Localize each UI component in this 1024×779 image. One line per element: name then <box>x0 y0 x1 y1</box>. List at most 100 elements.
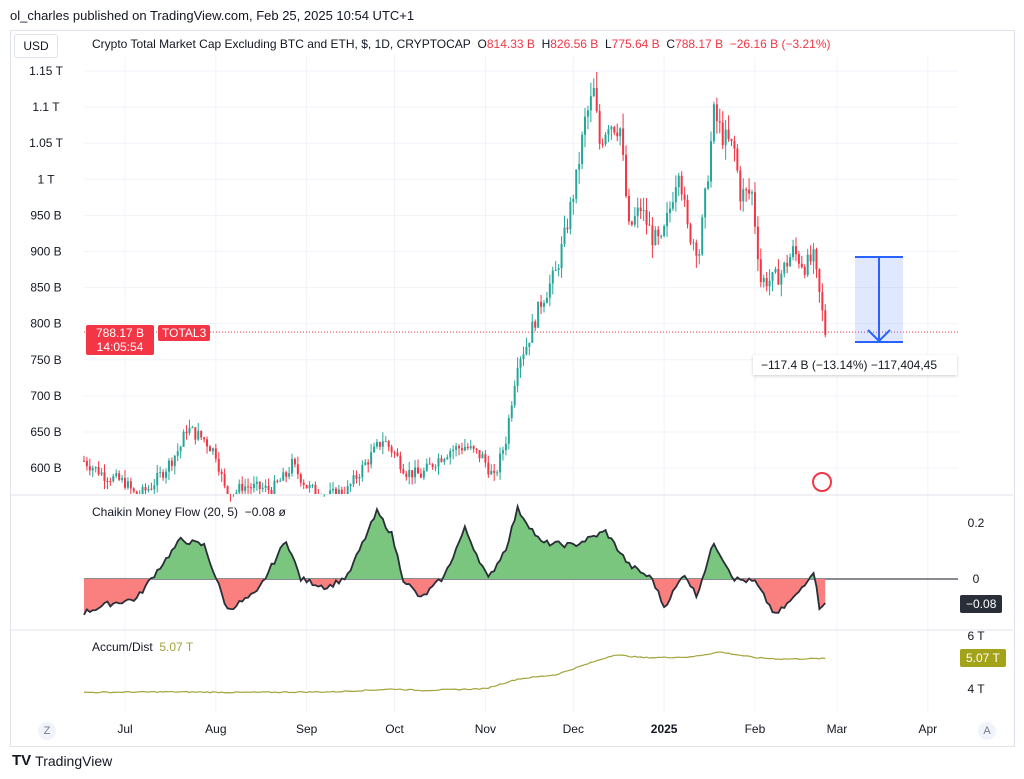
change-value: −26.16 B (−3.21%) <box>729 37 831 51</box>
candle-body <box>226 486 229 494</box>
candle-body <box>680 175 683 195</box>
candle-body <box>100 472 103 475</box>
candle-body <box>293 459 296 465</box>
candle-body <box>299 474 302 483</box>
candle-body <box>531 321 534 343</box>
candle-body <box>604 134 607 144</box>
candle-body <box>399 455 402 470</box>
x-tick-label: Oct <box>385 722 404 736</box>
candle-body <box>566 227 569 230</box>
candle-body <box>789 257 792 267</box>
candle-body <box>786 262 789 267</box>
candle-body <box>434 466 437 468</box>
eye-off-icon[interactable]: ø <box>278 505 286 519</box>
candle-body <box>466 446 469 449</box>
candle-body <box>85 460 88 467</box>
y-tick-label: 950 B <box>30 208 61 222</box>
candle-body <box>308 484 311 489</box>
candle-body <box>642 210 645 212</box>
y-tick-label: 650 B <box>30 425 61 439</box>
candle-body <box>282 472 285 481</box>
candle-body <box>249 487 252 489</box>
candle-body <box>349 484 352 487</box>
candle-body <box>346 486 349 494</box>
candle-body <box>710 141 712 182</box>
candle-body <box>437 458 440 467</box>
tradingview-logo[interactable]: TV TradingView <box>12 752 112 769</box>
candle-body <box>455 446 458 450</box>
brand-name: TradingView <box>35 752 113 769</box>
candle-body <box>370 452 373 465</box>
candle-body <box>373 446 376 453</box>
candle-body <box>671 202 674 209</box>
candle-body <box>563 227 566 244</box>
ad-tick-label: 4 T <box>967 682 985 696</box>
candle-body <box>223 473 226 487</box>
candle-body <box>692 242 695 244</box>
close-label: C <box>666 37 676 51</box>
y-tick-label: 1.1 T <box>32 100 60 114</box>
auto-scale-button[interactable]: A <box>978 722 996 740</box>
candle-body <box>625 154 628 197</box>
y-tick-label: 900 B <box>30 245 61 259</box>
candle-body <box>443 459 446 462</box>
candle-body <box>525 346 528 355</box>
candle-body <box>112 476 115 482</box>
candle-body <box>258 481 261 489</box>
symbol-legend: Crypto Total Market Cap Excluding BTC an… <box>92 37 830 51</box>
candle-body <box>387 441 390 447</box>
candle-body <box>182 431 185 447</box>
y-tick-label: 1.05 T <box>29 136 63 150</box>
candle-body <box>115 473 118 477</box>
candle-body <box>674 187 677 203</box>
zoom-left-button[interactable]: Z <box>38 722 56 740</box>
measure-label: −117.4 B (−13.14%) −117,404,45 <box>753 355 957 375</box>
candle-body <box>408 470 411 477</box>
x-tick-label: Nov <box>475 722 496 736</box>
ad-legend: Accum/Dist 5.07 T <box>92 640 193 654</box>
candle-body <box>487 462 490 475</box>
candle-body <box>170 460 173 466</box>
candle-body <box>812 249 815 262</box>
candle-body <box>607 129 610 135</box>
candle-body <box>733 140 736 149</box>
candle-body <box>504 443 507 451</box>
candle-body <box>589 96 592 111</box>
candle-body <box>191 427 194 429</box>
candle-body <box>824 310 827 335</box>
candle-body <box>815 249 818 270</box>
candle-body <box>768 280 771 287</box>
candle-body <box>396 452 399 456</box>
candle-body <box>742 189 745 202</box>
candle-body <box>255 481 258 484</box>
candle-body <box>375 442 378 447</box>
candle-body <box>311 484 314 486</box>
candle-body <box>519 359 522 368</box>
high-label: H <box>541 37 551 51</box>
candle-body <box>267 485 270 490</box>
cmf-negative-area <box>83 579 826 615</box>
candle-body <box>337 489 340 494</box>
x-tick-label: Feb <box>745 722 766 736</box>
ad-tick-label: 6 T <box>967 629 985 643</box>
currency-button[interactable]: USD <box>14 34 58 58</box>
x-tick-label: Sep <box>296 722 318 736</box>
candle-body <box>657 229 660 237</box>
cmf-tick-label: 0.2 <box>968 516 985 530</box>
candle-body <box>633 216 636 225</box>
tv-logo-icon: TV <box>12 752 32 769</box>
x-tick-label: Apr <box>918 722 937 736</box>
candle-body <box>106 480 109 482</box>
candle-body <box>305 484 308 489</box>
x-tick-label: Dec <box>563 722 584 736</box>
y-tick-label: 1.15 T <box>29 64 63 78</box>
candle-body <box>668 208 671 214</box>
candle-body <box>97 466 100 475</box>
candle-body <box>540 301 543 307</box>
high-value: 826.56 B <box>550 37 599 51</box>
candle-body <box>288 473 291 477</box>
candle-body <box>499 453 502 473</box>
y-tick-label: 700 B <box>30 389 61 403</box>
symbol-title: Crypto Total Market Cap Excluding BTC an… <box>92 37 471 51</box>
